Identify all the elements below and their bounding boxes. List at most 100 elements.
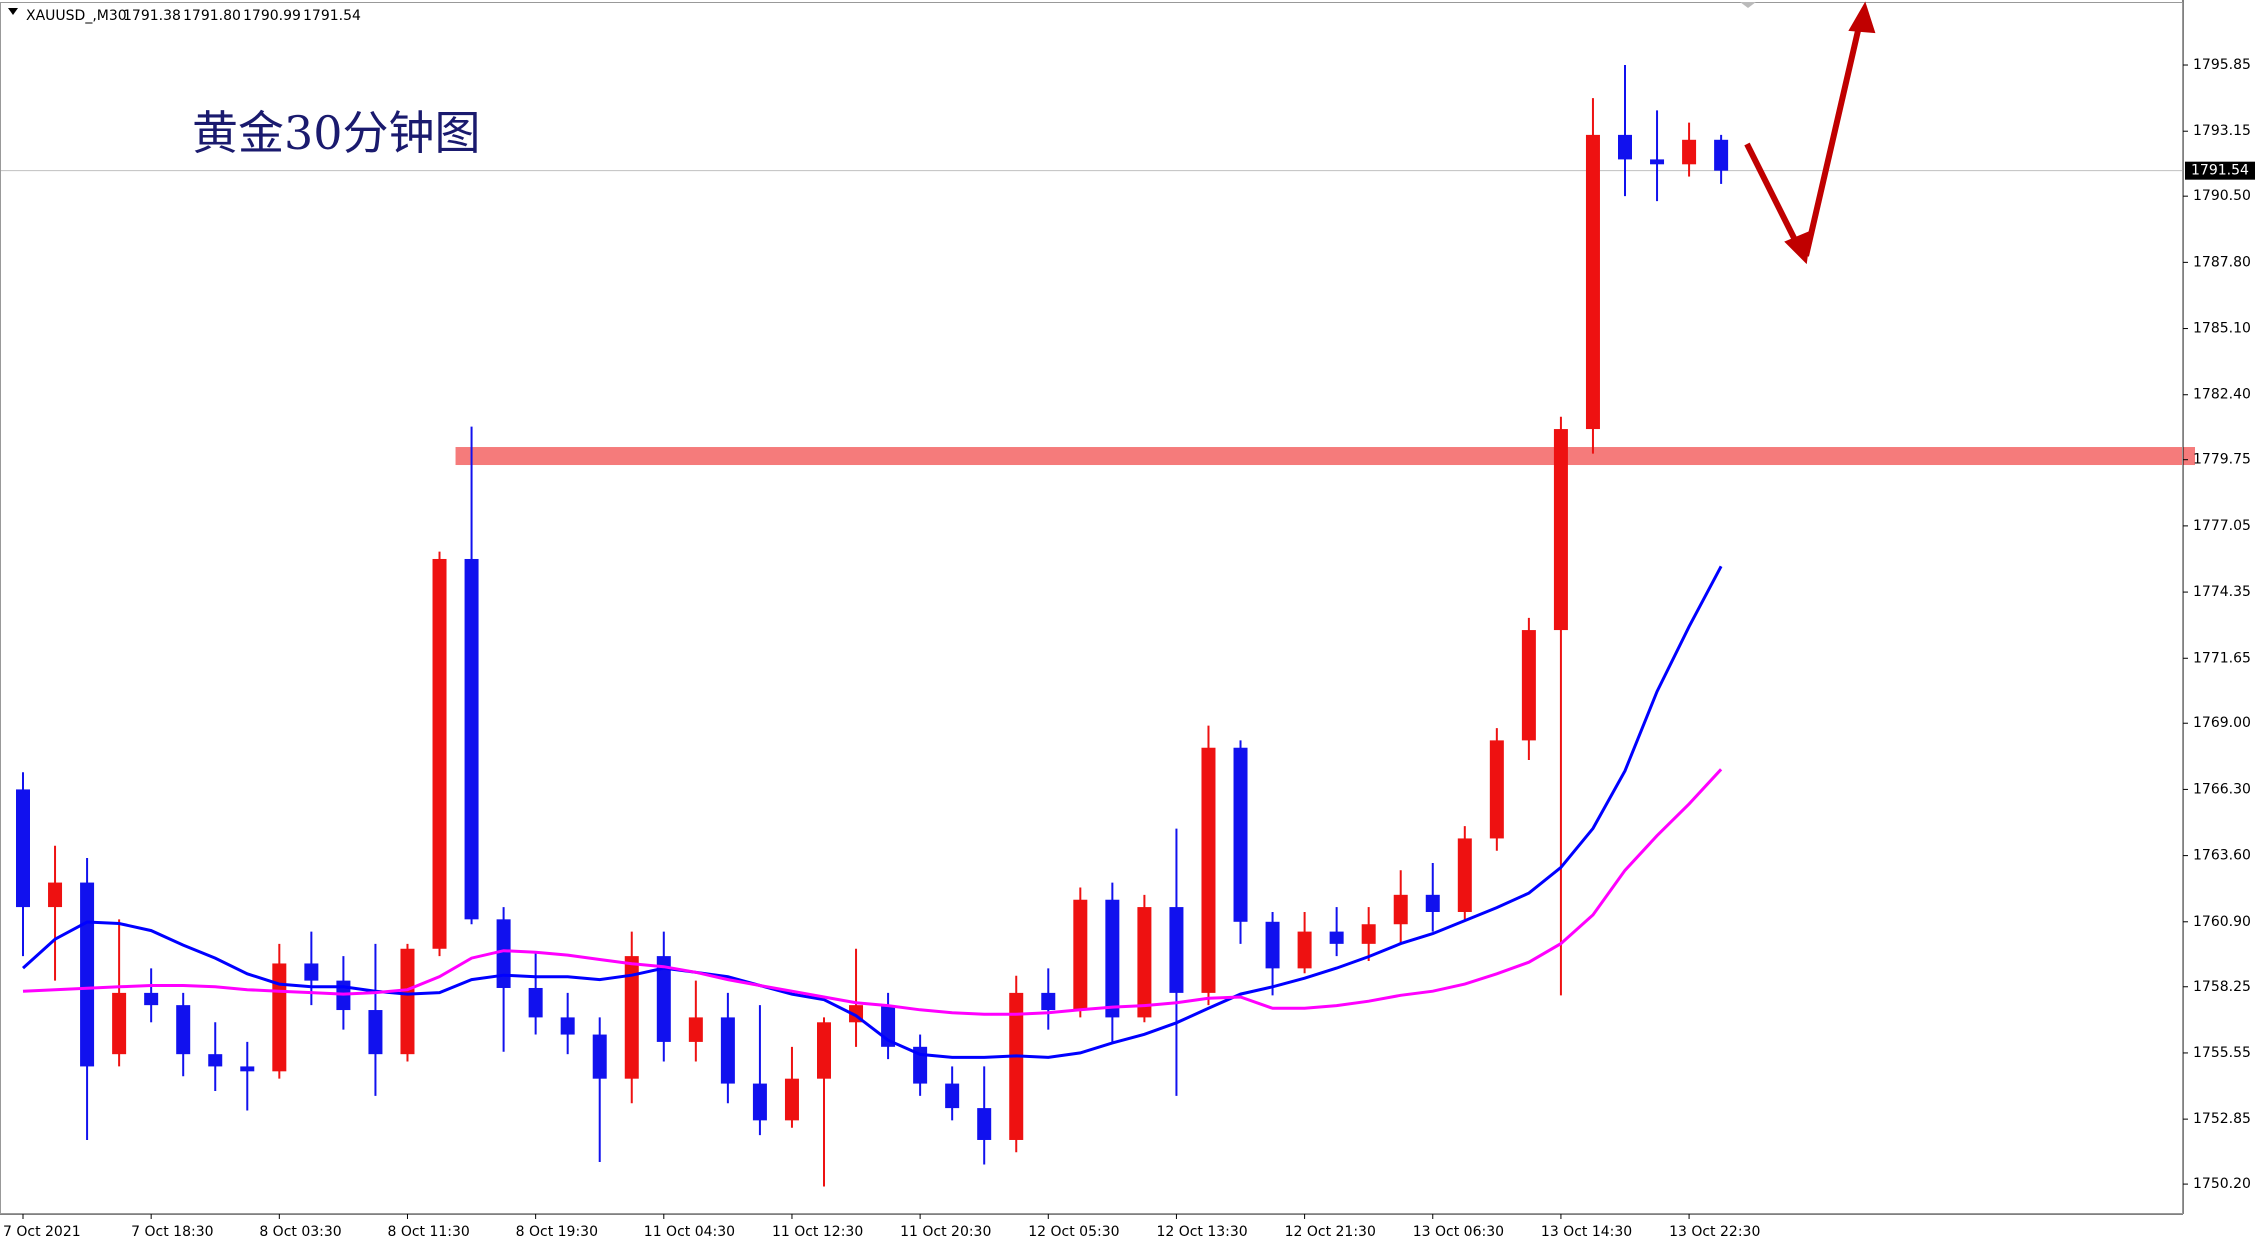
header-close: 1791.54 (303, 8, 361, 24)
candle-body (1329, 931, 1344, 944)
candle-body (752, 1083, 767, 1121)
x-tick-label: 11 Oct 20:30 (900, 1224, 991, 1240)
candle-body (208, 1054, 223, 1067)
candle-body (1041, 992, 1056, 1011)
candle-body (1682, 139, 1697, 165)
x-tick-label: 8 Oct 03:30 (259, 1224, 341, 1240)
candle-body (1425, 894, 1440, 912)
y-tick-label: 1787.80 (2193, 254, 2251, 270)
plot-area (0, 65, 2195, 1187)
y-tick-label: 1750.20 (2193, 1176, 2251, 1192)
y-tick-label: 1774.35 (2193, 584, 2251, 600)
candle-body (1201, 747, 1216, 993)
header-high: 1791.80 (183, 8, 241, 24)
arrow-up-head (1848, 1, 1876, 34)
candle-body (1361, 924, 1376, 944)
candle-body (368, 1010, 383, 1055)
x-tick-label: 11 Oct 04:30 (644, 1224, 735, 1240)
header-toggle[interactable] (8, 8, 18, 15)
candle-body (528, 987, 543, 1018)
candle-body (16, 789, 30, 908)
x-tick-label: 12 Oct 05:30 (1028, 1224, 1119, 1240)
arrows (1744, 1, 1876, 265)
candle-body (1618, 134, 1632, 160)
candle-body (176, 1005, 191, 1055)
candle-body (624, 956, 639, 1079)
x-tick-label: 8 Oct 19:30 (516, 1224, 598, 1240)
candle-body (1521, 630, 1536, 741)
candle-body (1297, 931, 1312, 969)
header-symbol: XAUUSD_,M30 (26, 8, 127, 24)
candle-body (112, 992, 127, 1055)
candle-body (977, 1108, 992, 1140)
x-tick-label: 7 Oct 18:30 (131, 1224, 213, 1240)
y-tick-label: 1790.50 (2193, 188, 2251, 204)
candle-body (1393, 894, 1408, 925)
candle-body (1169, 907, 1184, 993)
candle-body (688, 1017, 703, 1042)
y-tick-label: 1752.85 (2193, 1111, 2251, 1127)
current-price-tag (2185, 161, 2255, 180)
candle-body (432, 558, 447, 949)
y-tick-label: 1779.75 (2193, 452, 2251, 468)
y-tick-label: 1795.85 (2193, 57, 2251, 73)
current-price-label: 1791.54 (2191, 163, 2249, 179)
y-tick-label: 1769.00 (2193, 715, 2251, 731)
candle-body (80, 882, 95, 1067)
annotation: 黄金30分钟图 (192, 106, 481, 160)
x-tick-label: 11 Oct 12:30 (772, 1224, 863, 1240)
candle-body (1137, 907, 1152, 1018)
x-tick-label: 12 Oct 21:30 (1285, 1224, 1376, 1240)
candle-body (1105, 899, 1120, 1018)
candle-body (784, 1078, 799, 1121)
y-tick-label: 1771.65 (2193, 650, 2251, 666)
arrow-up-shaft (1803, 21, 1863, 257)
candle-body (48, 882, 63, 908)
scroll-marker (1740, 2, 1756, 8)
arrow-down-shaft (1744, 142, 1802, 250)
candle-body (1009, 992, 1024, 1140)
candle-body (1265, 921, 1280, 969)
candle-body (1714, 139, 1729, 171)
header: XAUUSD_,M30 1791.38 1791.80 1790.99 1791… (26, 8, 361, 24)
candle-body (560, 1017, 575, 1035)
y-tick-label: 1755.55 (2193, 1045, 2251, 1061)
candle-body (656, 956, 671, 1042)
moving-average-line (22, 768, 1723, 1016)
candle-body (240, 1066, 255, 1072)
candle-body (817, 1022, 831, 1079)
candle-body (720, 1017, 735, 1084)
candle-body (304, 963, 319, 981)
x-tick-label: 8 Oct 11:30 (387, 1224, 469, 1240)
plot-border (0, 2, 2183, 1214)
header-open: 1791.38 (123, 8, 181, 24)
y-tick-label: 1793.15 (2193, 123, 2251, 139)
y-tick-label: 1766.30 (2193, 781, 2251, 797)
candle-body (592, 1034, 607, 1079)
candle-body (400, 948, 415, 1055)
candle-body (272, 963, 287, 1072)
y-tick-label: 1760.90 (2193, 914, 2251, 930)
x-tick-label: 12 Oct 13:30 (1156, 1224, 1247, 1240)
x-tick-label: 7 Oct 2021 (3, 1224, 81, 1240)
x-tick-label: 13 Oct 14:30 (1541, 1224, 1632, 1240)
candle-body (945, 1083, 960, 1109)
candle-body (1489, 740, 1504, 839)
y-tick-label: 1782.40 (2193, 387, 2251, 403)
candle-body (464, 558, 479, 920)
candle-body (1585, 134, 1600, 430)
candle-body (496, 919, 511, 988)
y-tick-label: 1758.25 (2193, 979, 2251, 995)
candle-body (144, 992, 159, 1006)
x-tick-label: 13 Oct 22:30 (1669, 1224, 1760, 1240)
candle-body (1457, 838, 1472, 912)
candle-body (1553, 429, 1568, 631)
x-tick-label: 13 Oct 06:30 (1413, 1224, 1504, 1240)
candle-body (1073, 899, 1088, 1011)
y-tick-label: 1777.05 (2193, 518, 2251, 534)
y-tick-label: 1785.10 (2193, 321, 2251, 337)
header-low: 1790.99 (243, 8, 301, 24)
candle-body (1650, 159, 1665, 165)
